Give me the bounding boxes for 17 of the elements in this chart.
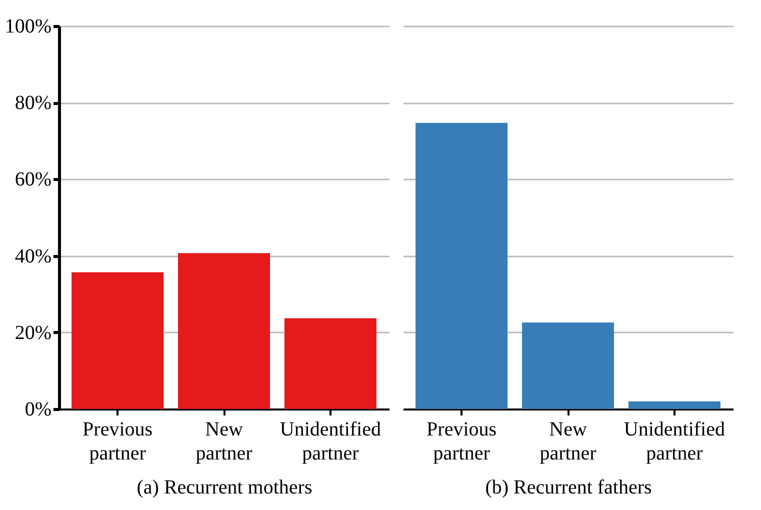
bar xyxy=(72,272,164,409)
y-tick-label: 20% xyxy=(14,322,52,344)
x-axis-title: (b) Recurrent fathers xyxy=(485,476,652,498)
x-tick-label: New partner xyxy=(196,418,253,464)
y-tick-label: 40% xyxy=(14,245,52,268)
x-tick-label: Unidentified partner xyxy=(624,418,725,464)
x-axis-title: (a) Recurrent mothers xyxy=(136,476,312,498)
y-tick-label: 60% xyxy=(14,168,52,191)
bar xyxy=(284,318,376,409)
y-tick-label: 80% xyxy=(14,92,52,114)
y-tick-label: 100% xyxy=(4,16,52,38)
y-tick-label: 0% xyxy=(24,398,52,420)
x-tick-label: Unidentified partner xyxy=(280,418,381,464)
x-tick-label: Previous partner xyxy=(82,418,153,464)
bar xyxy=(178,253,270,409)
x-tick-label: New partner xyxy=(540,418,597,464)
x-tick-label: Previous partner xyxy=(426,418,497,464)
